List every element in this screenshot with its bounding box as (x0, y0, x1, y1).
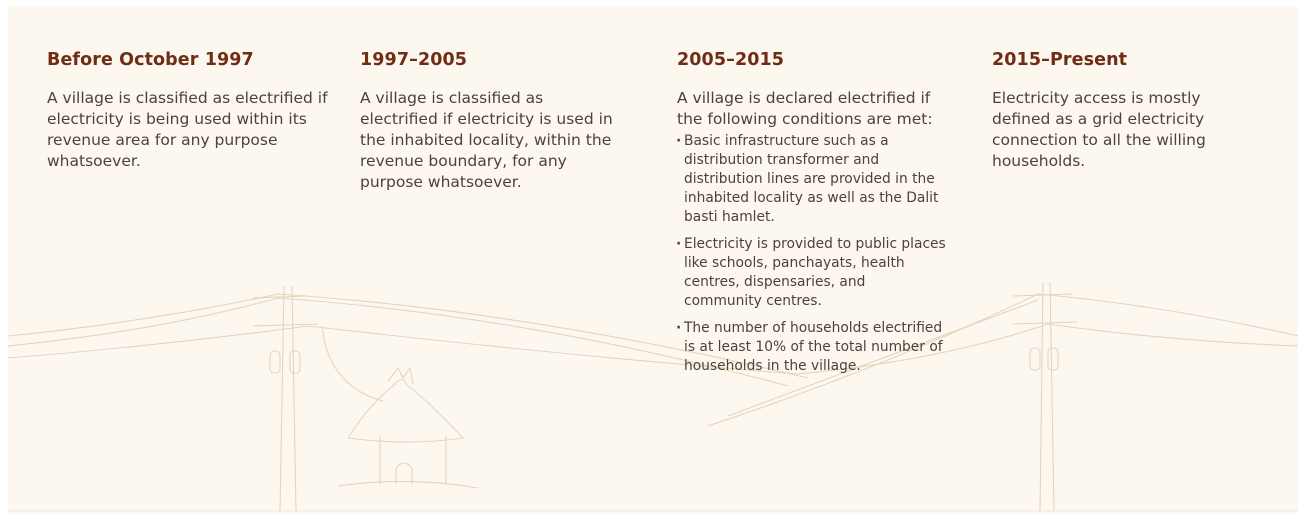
period-text: A village is declared electrified if the… (677, 88, 947, 130)
period-text: A village is classified as electrified i… (47, 88, 332, 172)
crossarm (1013, 294, 1078, 324)
ground (338, 481, 478, 488)
conditions-list: Basic infrastructure such as a distribut… (677, 132, 947, 376)
period-title: Before October 1997 (47, 50, 332, 70)
page: Before October 1997 A village is classif… (0, 0, 1306, 519)
period-title: 1997–2005 (360, 50, 620, 70)
transformer (290, 351, 300, 373)
condition-item: The number of households electrified is … (677, 319, 947, 376)
period-text: A village is classified as electrified i… (360, 88, 620, 193)
period-text: Electricity access is mostly defined as … (992, 88, 1242, 172)
wire (8, 298, 788, 386)
period-title: 2005–2015 (677, 50, 947, 70)
pole (1040, 282, 1054, 511)
wire (8, 324, 1298, 374)
wire (322, 326, 383, 401)
period-title: 2015–Present (992, 50, 1242, 70)
hut-top (388, 368, 413, 384)
timeline-column: 2005–2015 A village is declared electrif… (677, 50, 947, 384)
hut-roof (348, 379, 463, 442)
timeline-column: 1997–2005 A village is classified as ele… (360, 50, 620, 193)
pole (280, 286, 296, 511)
transformer (270, 351, 280, 373)
hut-door (396, 463, 412, 484)
transformer (1030, 348, 1040, 370)
condition-item: Basic infrastructure such as a distribut… (677, 132, 947, 227)
condition-item: Electricity is provided to public places… (677, 235, 947, 311)
timeline-column: 2015–Present Electricity access is mostl… (992, 50, 1242, 172)
hut-wall (380, 436, 446, 484)
panel: Before October 1997 A village is classif… (8, 6, 1298, 514)
transformer (1048, 348, 1058, 370)
timeline-column: Before October 1997 A village is classif… (47, 50, 332, 172)
